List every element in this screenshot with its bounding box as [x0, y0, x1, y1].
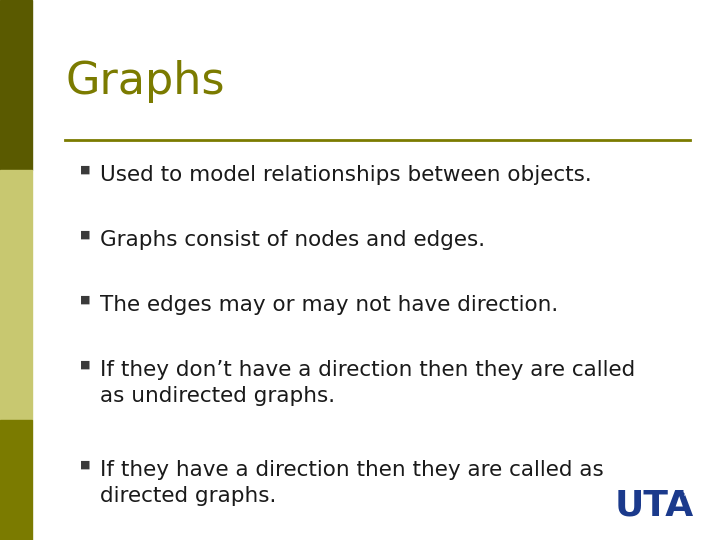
Text: ★: ★: [682, 488, 690, 498]
Text: If they have a direction then they are called as
directed graphs.: If they have a direction then they are c…: [100, 460, 604, 505]
Text: ■: ■: [80, 230, 91, 240]
Text: ■: ■: [80, 295, 91, 305]
Text: If they don’t have a direction then they are called
as undirected graphs.: If they don’t have a direction then they…: [100, 360, 635, 406]
Text: Graphs consist of nodes and edges.: Graphs consist of nodes and edges.: [100, 230, 485, 250]
Text: ■: ■: [80, 165, 91, 175]
Bar: [0, 170, 32, 420]
Text: ■: ■: [80, 460, 91, 470]
Text: Graphs: Graphs: [65, 60, 225, 103]
Text: ■: ■: [80, 360, 91, 370]
Text: The edges may or may not have direction.: The edges may or may not have direction.: [100, 295, 558, 315]
Bar: [0, 0, 32, 170]
Bar: [0, 420, 32, 540]
Text: UTA: UTA: [615, 488, 694, 522]
Text: Used to model relationships between objects.: Used to model relationships between obje…: [100, 165, 592, 185]
